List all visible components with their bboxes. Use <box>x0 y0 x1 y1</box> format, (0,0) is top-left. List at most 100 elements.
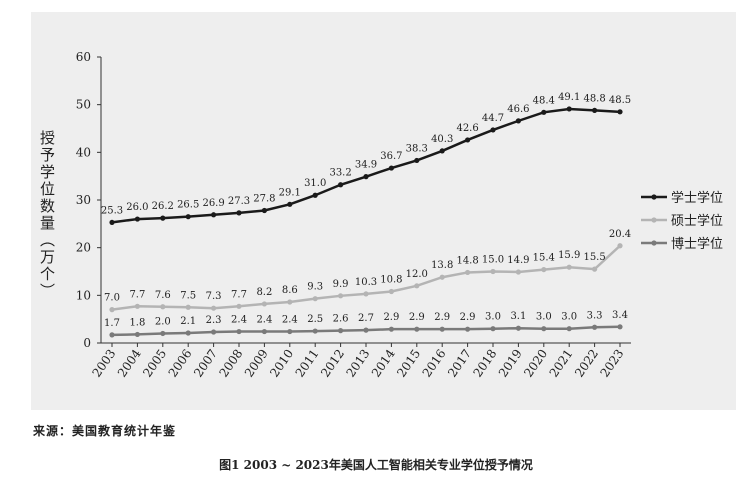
data-point <box>109 307 115 313</box>
x-tick-label: 2009 <box>242 347 271 380</box>
data-label: 44.7 <box>482 113 504 124</box>
x-tick-label: 2022 <box>572 347 601 380</box>
data-point <box>541 266 547 273</box>
data-point <box>592 324 598 330</box>
x-tick-label: 2014 <box>369 346 398 379</box>
data-label: 7.3 <box>206 291 222 302</box>
data-point <box>236 210 242 216</box>
data-point <box>363 291 369 297</box>
data-point <box>236 303 242 309</box>
data-point <box>185 330 191 336</box>
data-point <box>439 148 445 154</box>
data-label: 2.7 <box>358 313 374 324</box>
y-tick-label: 50 <box>76 98 91 112</box>
data-label: 26.9 <box>202 198 224 209</box>
data-point <box>388 288 394 295</box>
data-point <box>363 174 369 180</box>
data-point <box>465 326 471 332</box>
x-tick-label: 2006 <box>166 347 195 380</box>
data-label: 48.4 <box>533 95 555 106</box>
data-point <box>211 212 217 218</box>
data-point <box>388 326 394 332</box>
data-label: 2.4 <box>256 315 272 326</box>
x-tick-label: 2008 <box>216 347 245 380</box>
figure-caption: 图1 2003 ~ 2023年美国人工智能相关专业学位授予情况 <box>219 458 533 472</box>
x-tick-label: 2018 <box>470 347 499 380</box>
data-label: 46.6 <box>507 104 529 115</box>
data-point <box>414 326 420 332</box>
data-label: 2.6 <box>333 314 349 325</box>
data-label: 2.9 <box>460 312 476 323</box>
data-label: 26.2 <box>152 201 174 212</box>
data-label: 8.6 <box>282 285 298 296</box>
line-chart: 0 10 20 30 40 50 60 200320042005200620072008200… <box>38 50 723 380</box>
data-label: 2.9 <box>434 312 450 323</box>
data-label: 9.3 <box>307 282 323 293</box>
data-label: 3.4 <box>612 310 628 321</box>
data-label: 49.1 <box>558 92 580 103</box>
x-tick-label: 2021 <box>547 347 576 380</box>
data-point <box>211 329 217 335</box>
x-tick-label: 2005 <box>140 347 169 380</box>
x-tick-label: 2020 <box>521 347 550 380</box>
data-label: 38.3 <box>406 143 428 154</box>
data-point <box>617 324 623 330</box>
x-tick-label: 2017 <box>445 347 474 380</box>
data-label: 14.9 <box>507 255 529 266</box>
chart-panel: 0 10 20 30 40 50 60 2003 2004 2005 2006 2007 2008 200… <box>31 12 736 410</box>
legend-swatch-marker <box>651 217 657 223</box>
x-tick-label: 2016 <box>420 347 449 380</box>
data-point <box>414 157 420 164</box>
data-label: 15.9 <box>558 250 580 261</box>
data-label: 15.5 <box>583 252 605 263</box>
data-point <box>515 269 521 275</box>
data-point <box>566 264 572 270</box>
data-point <box>592 107 598 113</box>
data-point <box>363 327 369 333</box>
data-point <box>465 137 471 143</box>
data-label: 9.9 <box>333 279 349 290</box>
x-tick-label: 2011 <box>293 347 322 380</box>
y-tick-label: 60 <box>76 50 91 64</box>
data-point <box>439 326 445 332</box>
data-label: 31.0 <box>304 178 326 189</box>
data-label: 2.5 <box>307 314 323 325</box>
data-label: 3.0 <box>485 312 501 323</box>
y-tick-label: 0 <box>83 336 91 350</box>
data-point <box>312 328 318 334</box>
data-label: 25.3 <box>101 205 123 216</box>
legend-label: 博士学位 <box>671 236 723 252</box>
data-point <box>287 328 293 335</box>
data-point <box>109 219 115 226</box>
data-label: 3.0 <box>536 312 552 323</box>
y-tick-label: 10 <box>76 288 91 302</box>
data-point <box>338 328 344 334</box>
data-point <box>160 215 166 221</box>
data-label: 2.9 <box>383 312 399 323</box>
data-label: 15.4 <box>533 253 555 264</box>
data-label: 2.0 <box>155 316 171 327</box>
legend-swatch-marker <box>651 240 657 246</box>
y-tick-label: 20 <box>76 241 91 255</box>
data-label: 48.8 <box>583 93 605 104</box>
data-point <box>312 296 318 302</box>
data-point <box>414 283 420 289</box>
data-point <box>312 192 318 198</box>
data-label: 7.6 <box>155 290 171 301</box>
data-label: 3.0 <box>561 312 577 323</box>
data-label: 7.7 <box>231 289 247 300</box>
data-point <box>490 326 496 332</box>
data-label: 10.3 <box>355 277 377 288</box>
data-point <box>160 304 166 310</box>
data-point <box>236 328 242 335</box>
data-point <box>566 106 572 112</box>
data-point <box>134 216 140 222</box>
data-label: 3.1 <box>510 311 526 322</box>
data-label: 7.5 <box>180 290 196 301</box>
data-label: 26.0 <box>126 202 148 213</box>
data-point <box>134 303 140 309</box>
data-label: 36.7 <box>380 151 402 162</box>
data-label: 40.3 <box>431 134 453 145</box>
data-label: 2.1 <box>180 316 196 327</box>
x-tick-label: 2010 <box>267 347 296 380</box>
